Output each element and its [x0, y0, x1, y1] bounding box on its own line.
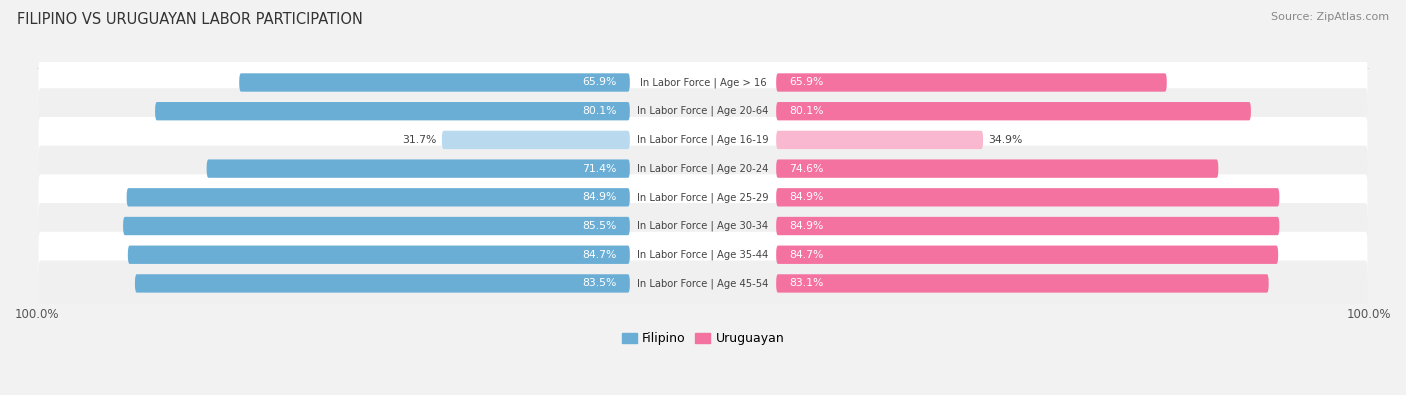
FancyBboxPatch shape: [38, 260, 1368, 307]
FancyBboxPatch shape: [38, 232, 1368, 278]
Legend: Filipino, Uruguayan: Filipino, Uruguayan: [617, 327, 789, 350]
Text: In Labor Force | Age 16-19: In Labor Force | Age 16-19: [637, 135, 769, 145]
FancyBboxPatch shape: [127, 188, 630, 207]
FancyBboxPatch shape: [124, 217, 630, 235]
Text: 80.1%: 80.1%: [790, 106, 824, 116]
Text: 65.9%: 65.9%: [582, 77, 616, 88]
FancyBboxPatch shape: [239, 73, 630, 92]
Text: 31.7%: 31.7%: [402, 135, 437, 145]
FancyBboxPatch shape: [776, 188, 1279, 207]
Text: 85.5%: 85.5%: [582, 221, 616, 231]
Text: Source: ZipAtlas.com: Source: ZipAtlas.com: [1271, 12, 1389, 22]
FancyBboxPatch shape: [776, 217, 1279, 235]
FancyBboxPatch shape: [776, 274, 1268, 293]
Text: FILIPINO VS URUGUAYAN LABOR PARTICIPATION: FILIPINO VS URUGUAYAN LABOR PARTICIPATIO…: [17, 12, 363, 27]
Text: In Labor Force | Age 45-54: In Labor Force | Age 45-54: [637, 278, 769, 289]
Text: In Labor Force | Age 20-64: In Labor Force | Age 20-64: [637, 106, 769, 117]
Text: In Labor Force | Age 20-24: In Labor Force | Age 20-24: [637, 164, 769, 174]
FancyBboxPatch shape: [38, 60, 1368, 105]
Text: 84.7%: 84.7%: [790, 250, 824, 260]
Text: 71.4%: 71.4%: [582, 164, 616, 174]
Text: 80.1%: 80.1%: [582, 106, 616, 116]
Text: 74.6%: 74.6%: [790, 164, 824, 174]
FancyBboxPatch shape: [38, 174, 1368, 220]
FancyBboxPatch shape: [776, 246, 1278, 264]
Text: 83.1%: 83.1%: [790, 278, 824, 288]
Text: In Labor Force | Age 35-44: In Labor Force | Age 35-44: [637, 250, 769, 260]
FancyBboxPatch shape: [776, 73, 1167, 92]
Text: In Labor Force | Age 25-29: In Labor Force | Age 25-29: [637, 192, 769, 203]
FancyBboxPatch shape: [38, 146, 1368, 192]
Text: 84.9%: 84.9%: [790, 192, 824, 202]
FancyBboxPatch shape: [776, 102, 1251, 120]
Text: In Labor Force | Age > 16: In Labor Force | Age > 16: [640, 77, 766, 88]
FancyBboxPatch shape: [38, 203, 1368, 249]
Text: 84.7%: 84.7%: [582, 250, 616, 260]
FancyBboxPatch shape: [776, 160, 1219, 178]
Text: 83.5%: 83.5%: [582, 278, 616, 288]
FancyBboxPatch shape: [38, 117, 1368, 163]
FancyBboxPatch shape: [128, 246, 630, 264]
Text: 84.9%: 84.9%: [790, 221, 824, 231]
FancyBboxPatch shape: [135, 274, 630, 293]
FancyBboxPatch shape: [207, 160, 630, 178]
FancyBboxPatch shape: [776, 131, 983, 149]
Text: In Labor Force | Age 30-34: In Labor Force | Age 30-34: [637, 221, 769, 231]
Text: 84.9%: 84.9%: [582, 192, 616, 202]
FancyBboxPatch shape: [441, 131, 630, 149]
Text: 34.9%: 34.9%: [988, 135, 1022, 145]
Text: 65.9%: 65.9%: [790, 77, 824, 88]
FancyBboxPatch shape: [155, 102, 630, 120]
FancyBboxPatch shape: [38, 88, 1368, 134]
